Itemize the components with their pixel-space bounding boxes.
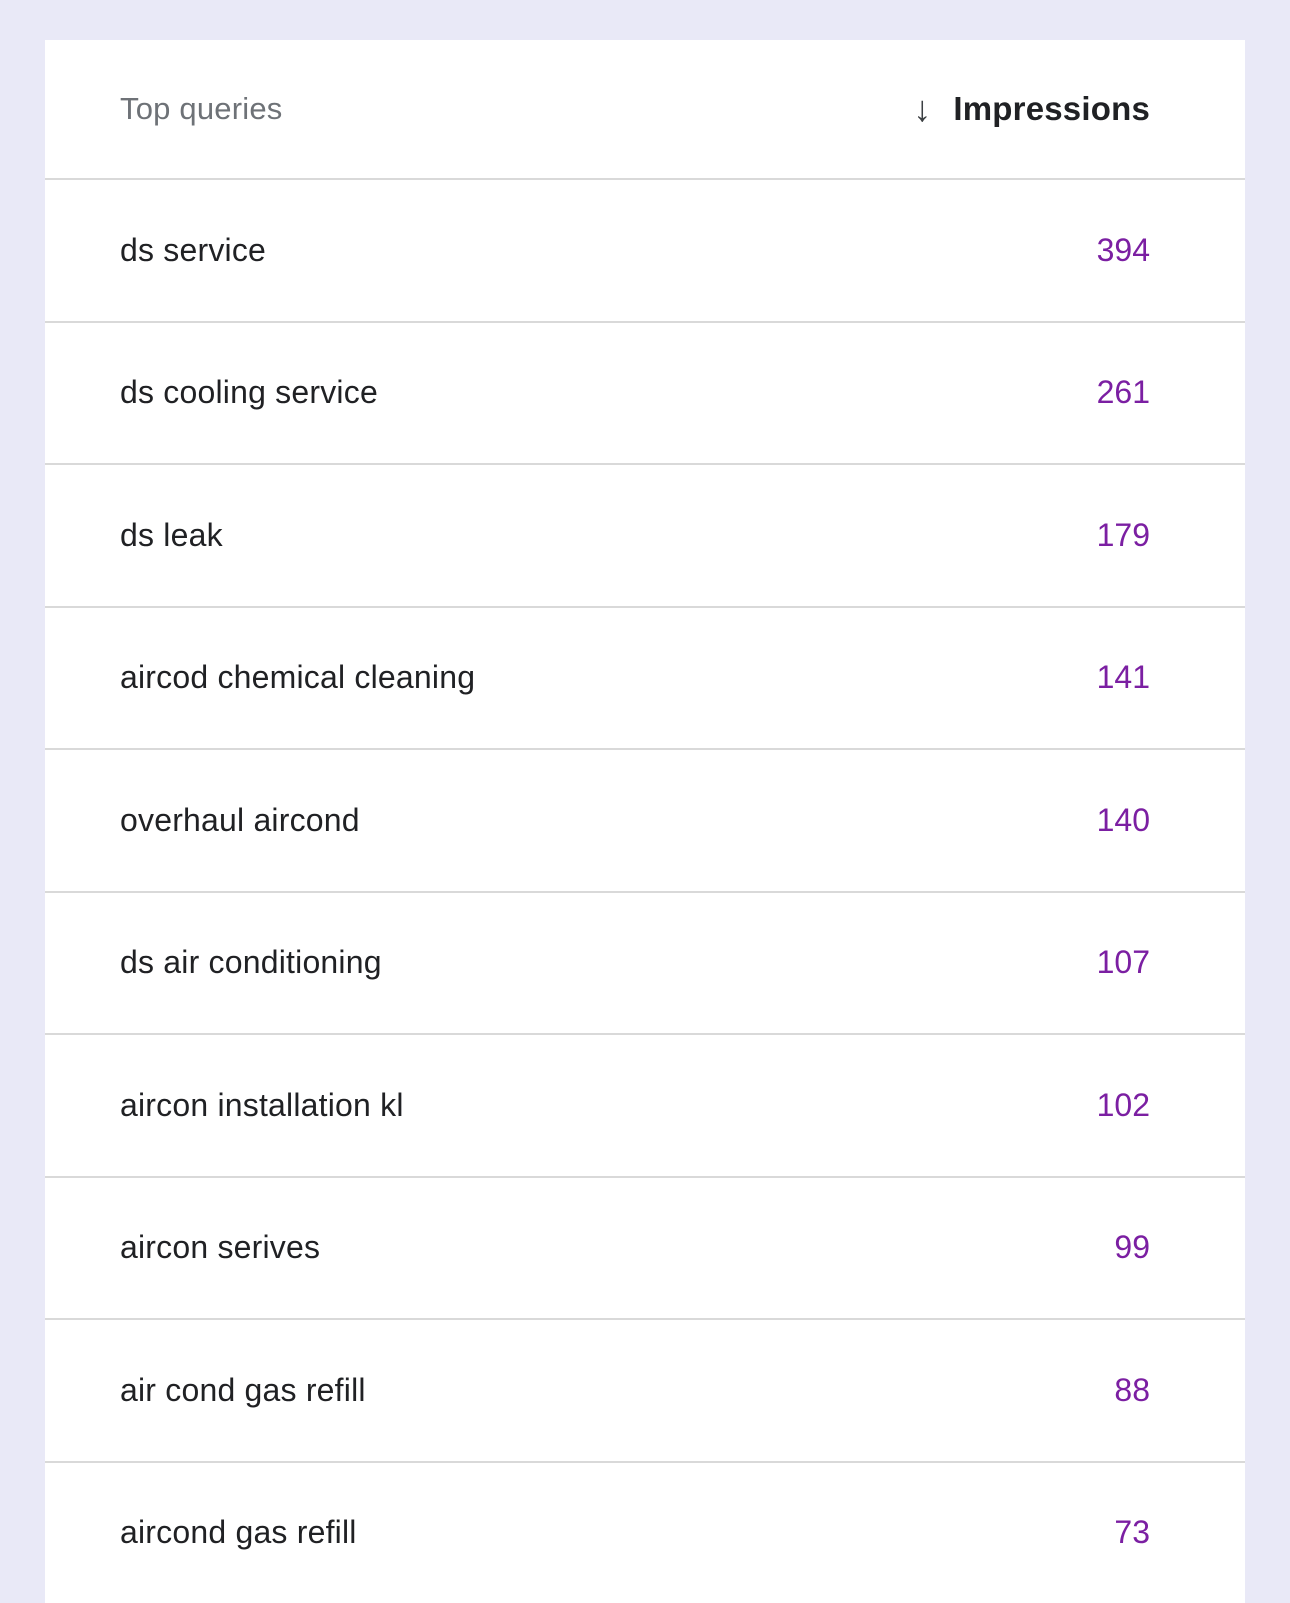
impressions-cell: 102 — [1097, 1087, 1150, 1124]
query-cell: aircond gas refill — [120, 1514, 357, 1551]
table-row[interactable]: aircond gas refill 73 — [45, 1461, 1245, 1603]
impressions-cell: 99 — [1114, 1229, 1150, 1266]
impressions-cell: 107 — [1097, 944, 1150, 981]
table-row[interactable]: ds cooling service 261 — [45, 321, 1245, 464]
impressions-cell: 73 — [1114, 1514, 1150, 1551]
query-cell: aircod chemical cleaning — [120, 659, 475, 696]
table-row[interactable]: ds leak 179 — [45, 463, 1245, 606]
query-cell: ds air conditioning — [120, 944, 382, 981]
impressions-cell: 88 — [1114, 1372, 1150, 1409]
query-cell: ds service — [120, 232, 266, 269]
impressions-cell: 140 — [1097, 802, 1150, 839]
query-cell: ds cooling service — [120, 374, 378, 411]
impressions-cell: 141 — [1097, 659, 1150, 696]
impressions-cell: 261 — [1097, 374, 1150, 411]
impressions-column-header[interactable]: ↓ Impressions — [913, 90, 1150, 128]
table-row[interactable]: air cond gas refill 88 — [45, 1318, 1245, 1461]
table-row[interactable]: aircod chemical cleaning 141 — [45, 606, 1245, 749]
top-queries-card: Top queries ↓ Impressions ds service 394… — [45, 40, 1245, 1600]
table-row[interactable]: aircon serives 99 — [45, 1176, 1245, 1319]
impressions-cell: 394 — [1097, 232, 1150, 269]
query-cell: aircon serives — [120, 1229, 320, 1266]
table-header: Top queries ↓ Impressions — [45, 40, 1245, 178]
impressions-cell: 179 — [1097, 517, 1150, 554]
impressions-column-label: Impressions — [953, 90, 1150, 128]
query-cell: overhaul aircond — [120, 802, 360, 839]
table-row[interactable]: aircon installation kl 102 — [45, 1033, 1245, 1176]
query-cell: aircon installation kl — [120, 1087, 404, 1124]
table-row[interactable]: overhaul aircond 140 — [45, 748, 1245, 891]
sort-descending-arrow-icon[interactable]: ↓ — [913, 91, 931, 127]
table-row[interactable]: ds service 394 — [45, 178, 1245, 321]
table-row[interactable]: ds air conditioning 107 — [45, 891, 1245, 1034]
top-queries-column-header: Top queries — [120, 91, 282, 127]
query-cell: ds leak — [120, 517, 223, 554]
query-cell: air cond gas refill — [120, 1372, 366, 1409]
